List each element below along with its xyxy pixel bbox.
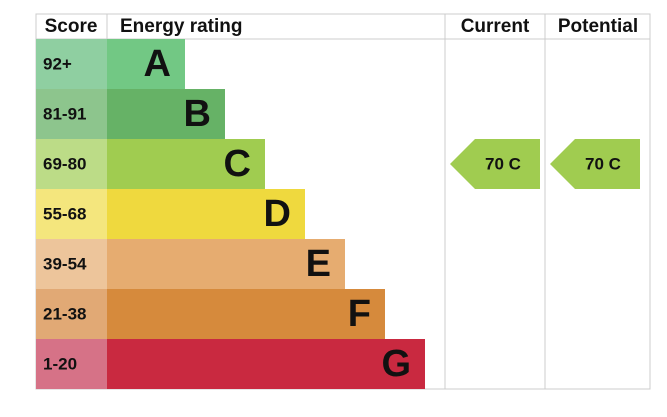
rating-letter: E	[306, 243, 331, 285]
score-cell	[36, 239, 107, 289]
score-cell	[36, 39, 107, 89]
header-potential: Potential	[558, 16, 638, 37]
rating-bar	[107, 239, 345, 289]
score-label: 92+	[43, 54, 72, 73]
score-cell	[36, 139, 107, 189]
score-label: 81-91	[43, 104, 86, 123]
score-label: 55-68	[43, 204, 86, 223]
score-label: 1-20	[43, 354, 77, 373]
score-cell	[36, 339, 107, 389]
rating-letter: F	[348, 293, 371, 335]
rating-bar	[107, 89, 225, 139]
score-label: 69-80	[43, 154, 86, 173]
rating-letter: B	[184, 93, 211, 135]
current-arrow	[450, 139, 540, 189]
rating-letter: D	[264, 193, 291, 235]
potential-label: 70 C	[585, 154, 621, 173]
score-cell	[36, 289, 107, 339]
header-current: Current	[461, 16, 530, 37]
rating-letter: A	[144, 43, 171, 85]
score-cell	[36, 89, 107, 139]
score-cell	[36, 189, 107, 239]
rating-bar	[107, 189, 305, 239]
rating-bar	[107, 39, 185, 89]
rating-letter: C	[224, 143, 251, 185]
score-label: 39-54	[43, 254, 87, 273]
rating-bar	[107, 289, 385, 339]
rating-letter: G	[381, 343, 411, 385]
header-score: Score	[45, 16, 98, 37]
header-rating: Energy rating	[120, 16, 242, 37]
rating-bar	[107, 139, 265, 189]
potential-arrow	[550, 139, 640, 189]
current-label: 70 C	[485, 154, 521, 173]
rating-bar	[107, 339, 425, 389]
score-label: 21-38	[43, 304, 86, 323]
